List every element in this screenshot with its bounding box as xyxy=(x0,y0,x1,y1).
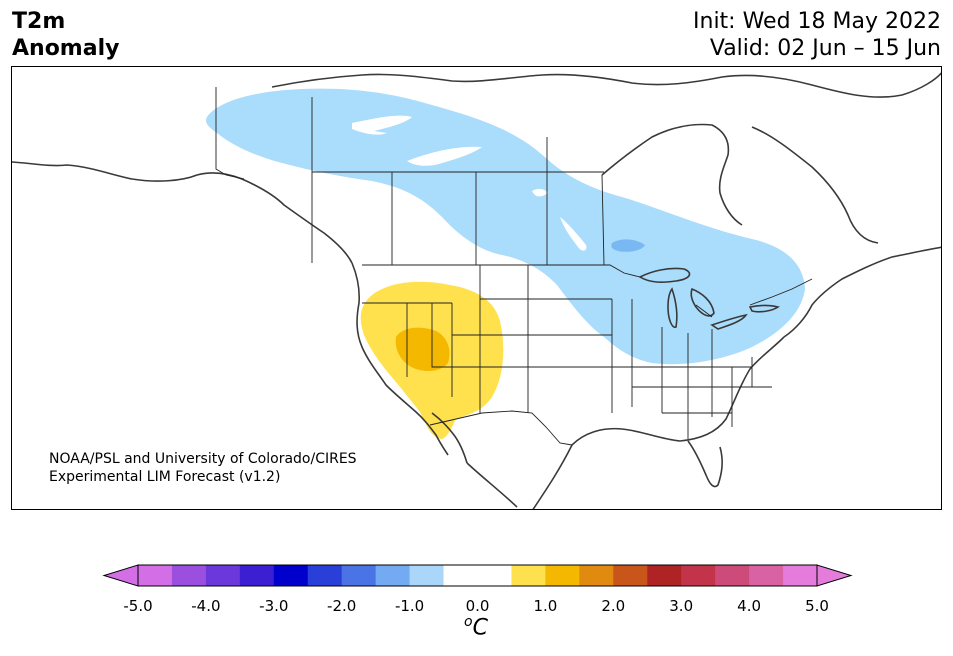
colorbar xyxy=(100,560,855,600)
great-lakes-superior xyxy=(638,267,691,283)
colorbar-swatch xyxy=(409,565,445,586)
baja-coast xyxy=(431,412,468,464)
borders xyxy=(215,87,813,446)
colorbar-extend-max xyxy=(816,564,853,587)
colorbar-swatch xyxy=(545,565,580,586)
great-lakes-michigan xyxy=(667,287,678,328)
colorbar-tick-label: -5.0 xyxy=(123,597,153,615)
colorbar-swatch xyxy=(205,565,241,586)
florida xyxy=(687,440,723,488)
great-lakes-ontario xyxy=(748,304,780,313)
colorbar-ticks: -5.0 -4.0 -3.0 -2.0 -1.0 0.0 1.0 2.0 3.0 4.0 5.0 xyxy=(0,597,953,617)
colorbar-frame xyxy=(137,564,818,587)
colorbar-tick-label: 4.0 xyxy=(737,597,762,615)
cool-core xyxy=(611,239,645,252)
colorbar-extend-min xyxy=(102,564,139,587)
cool-anomaly-region xyxy=(206,88,805,365)
colorbar-swatch xyxy=(477,565,512,586)
great-lakes-erie xyxy=(710,313,748,330)
colorbar-swatch xyxy=(579,565,614,586)
colorbar-swatch xyxy=(171,565,207,586)
cool-gap-4 xyxy=(532,188,548,197)
colorbar-tick-label: -2.0 xyxy=(327,597,357,615)
title-line-2: Anomaly xyxy=(12,36,120,61)
mexico-coast xyxy=(466,462,518,508)
colorbar-swatch xyxy=(511,565,546,586)
colorbar-swatch xyxy=(613,565,648,586)
colorbar-tick-label: -3.0 xyxy=(259,597,289,615)
us-mexico-border xyxy=(429,410,573,446)
unit-degree: o xyxy=(464,614,473,630)
alaska-coast xyxy=(12,161,353,264)
colorbar-swatch xyxy=(715,565,750,586)
map-title: T2m Anomaly xyxy=(12,8,119,62)
credit-line-2: Experimental LIM Forecast (v1.2) xyxy=(49,469,281,485)
credit-text: NOAA/PSL and University of Colorado/CIRE… xyxy=(49,450,357,486)
colorbar-tick-label: -4.0 xyxy=(191,597,221,615)
unit-letter: C xyxy=(472,615,488,641)
cool-gap-3 xyxy=(560,217,587,251)
atlantic-coast xyxy=(783,246,941,338)
labrador xyxy=(751,126,879,244)
arctic-coast xyxy=(271,72,941,98)
us-canada-border xyxy=(362,264,813,318)
us-states-east xyxy=(611,299,772,439)
west-coast xyxy=(351,262,449,456)
cool-gap-2 xyxy=(407,146,482,166)
colorbar-swatch xyxy=(307,565,343,586)
title-line-1: T2m xyxy=(12,9,66,34)
cool-gap-1 xyxy=(352,115,412,135)
alaska-canada-border xyxy=(215,87,245,180)
colorbar-tick-label: -1.0 xyxy=(394,597,425,615)
colorbar-graphic xyxy=(102,564,853,587)
colorbar-swatch xyxy=(749,565,784,586)
colorbar-tick-label: 5.0 xyxy=(805,597,829,615)
anomaly-map: NOAA/PSL and University of Colorado/CIRE… xyxy=(11,66,942,510)
colorbar-swatch xyxy=(138,565,173,586)
colorbar-swatch xyxy=(681,565,716,586)
init-date: Init: Wed 18 May 2022 xyxy=(693,9,941,34)
hudson-bay xyxy=(601,123,743,226)
colorbar-swatch xyxy=(375,565,411,586)
colorbar-swatch xyxy=(647,565,682,586)
us-states-west xyxy=(362,265,612,413)
colorbar-swatch xyxy=(239,565,275,586)
colorbar-tick-label: 0.0 xyxy=(465,597,490,615)
colorbar-swatch xyxy=(273,565,309,586)
valid-period: Valid: 02 Jun – 15 Jun xyxy=(709,36,941,61)
colorbar-tick-label: 3.0 xyxy=(669,597,694,615)
colorbar-unit: oC xyxy=(464,614,488,640)
colorbar-swatch xyxy=(783,565,818,586)
map-canvas xyxy=(12,72,941,509)
credit-line-1: NOAA/PSL and University of Colorado/CIRE… xyxy=(49,451,357,467)
colorbar-tick-label: 2.0 xyxy=(601,597,626,615)
colorbar-swatch xyxy=(443,565,478,586)
colorbar-swatch xyxy=(341,565,377,586)
forecast-dates: Init: Wed 18 May 2022 Valid: 02 Jun – 15… xyxy=(693,8,941,62)
colorbar-tick-label: 1.0 xyxy=(533,597,558,615)
warm-core xyxy=(395,327,450,371)
great-lakes-huron xyxy=(690,287,715,317)
canada-provinces xyxy=(311,97,605,266)
